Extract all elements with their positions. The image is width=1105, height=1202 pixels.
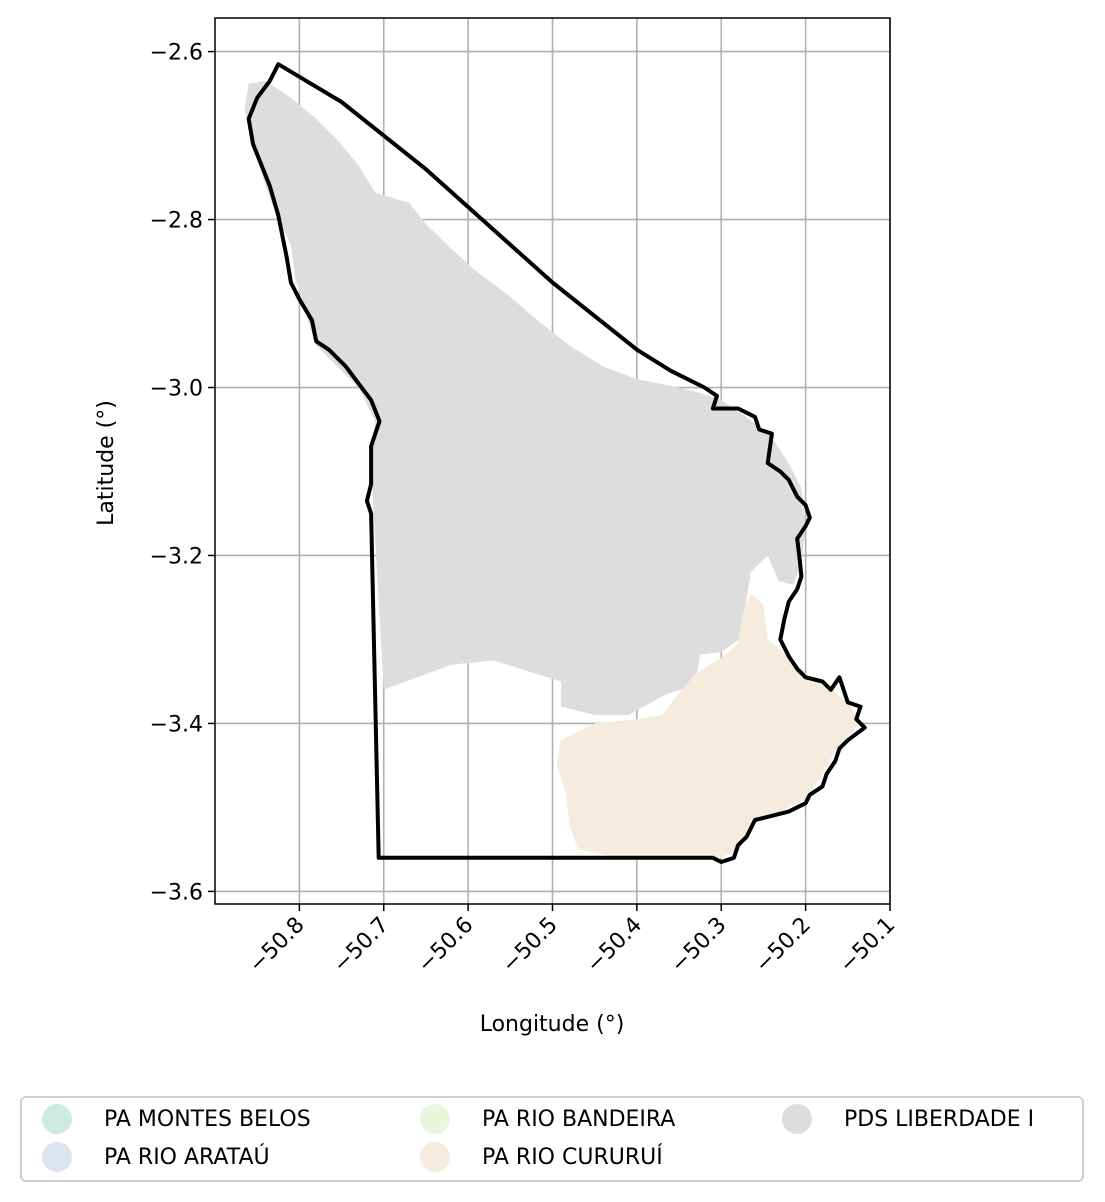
legend-swatch-pa-rio-bandeira [420, 1104, 450, 1134]
y-tick-label-2: −3.0 [150, 377, 203, 402]
x-axis-label: Longitude (°) [480, 1012, 625, 1037]
region-pds-liberdade-i [244, 81, 806, 715]
x-tick-label-1: −50.7 [329, 913, 394, 978]
legend-label: PA RIO ARATAÚ [104, 1144, 270, 1170]
legend-item-pa-rio-aratau: PA RIO ARATAÚ [42, 1138, 270, 1176]
x-tick-label-4: −50.4 [582, 913, 647, 978]
x-tick-label-7: −50.1 [835, 913, 900, 978]
legend-swatch-pa-montes-belos [42, 1104, 72, 1134]
y-axis-label: Latitude (°) [94, 400, 119, 526]
x-tick-label-5: −50.3 [666, 913, 731, 978]
legend-item-pa-rio-cururui: PA RIO CURURUÍ [420, 1138, 663, 1176]
legend-label: PA MONTES BELOS [104, 1106, 311, 1132]
y-tick-label-0: −2.6 [150, 41, 203, 66]
legend: PA MONTES BELOS PA RIO ARATAÚ PA RIO BAN… [20, 1096, 1084, 1182]
legend-item-pa-rio-bandeira: PA RIO BANDEIRA [420, 1100, 675, 1138]
legend-label: PA RIO BANDEIRA [482, 1106, 676, 1132]
municipality-boundary [246, 62, 867, 864]
x-tick-label-6: −50.2 [751, 913, 816, 978]
legend-label: PDS LIBERDADE I [844, 1106, 1035, 1132]
map-figure: −50.8 −50.7 −50.6 −50.5 −50.4 −50.3 −50.2 −50.1… [94, 17, 900, 1037]
legend-swatch-pds-liberdade-i [782, 1104, 812, 1134]
legend-label: PA RIO CURURUÍ [482, 1144, 663, 1170]
y-tick-label-4: −3.4 [150, 712, 203, 737]
regions [244, 81, 861, 858]
y-tick-label-1: −2.8 [150, 209, 203, 234]
y-tick-label-3: −3.2 [150, 544, 203, 569]
x-tick-label-2: −50.6 [413, 913, 478, 978]
x-tick-label-3: −50.5 [497, 913, 562, 978]
legend-swatch-pa-rio-cururui [420, 1142, 450, 1172]
y-tick-label-5: −3.6 [150, 880, 203, 905]
legend-item-pa-montes-belos: PA MONTES BELOS [42, 1100, 311, 1138]
region-pa-rio-cururui [556, 593, 861, 858]
legend-item-pds-liberdade-i: PDS LIBERDADE I [782, 1100, 1034, 1138]
legend-swatch-pa-rio-aratau [42, 1142, 72, 1172]
x-tick-label-0: −50.8 [244, 913, 309, 978]
